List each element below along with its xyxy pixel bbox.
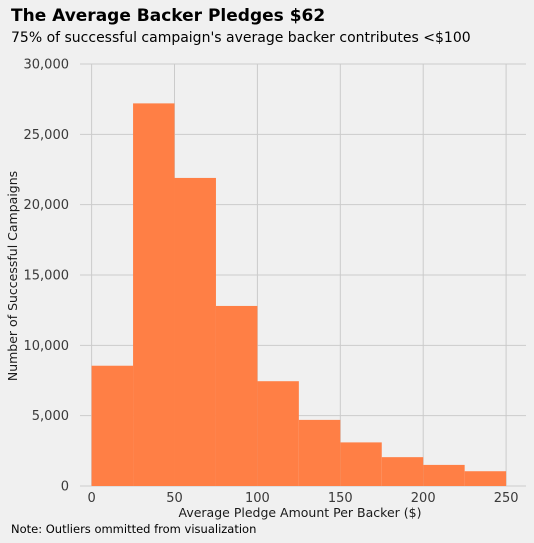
histogram-bar — [257, 381, 299, 486]
footnote: Note: Outliers ommitted from visualizati… — [11, 522, 256, 536]
y-tick-label: 25,000 — [24, 128, 70, 143]
histogram-bar — [381, 457, 424, 486]
x-tick-label: 200 — [411, 491, 436, 506]
chart-subtitle: 75% of successful campaign's average bac… — [11, 30, 471, 46]
y-tick-label: 15,000 — [24, 269, 70, 284]
chart-title: The Average Backer Pledges $62 — [11, 6, 325, 26]
histogram-bar — [215, 305, 258, 486]
y-axis-label: Number of Successful Campaigns — [5, 171, 20, 381]
x-tick-label: 0 — [87, 491, 95, 506]
histogram-bar — [91, 365, 134, 486]
x-tick-label: 50 — [166, 491, 183, 506]
x-axis-ticks: 0 50 100 150 200 250 — [87, 491, 518, 506]
histogram-bar — [298, 419, 341, 486]
histogram-bar — [174, 177, 216, 486]
histogram-bar — [133, 103, 175, 487]
y-tick-label: 0 — [61, 480, 69, 495]
x-axis-label: Average Pledge Amount Per Backer ($) — [179, 505, 422, 520]
x-tick-label: 250 — [494, 491, 519, 506]
histogram-bar — [464, 471, 507, 486]
x-tick-label: 100 — [245, 491, 270, 506]
x-tick-label: 150 — [328, 491, 353, 506]
histogram-bar — [423, 464, 465, 486]
y-tick-label: 30,000 — [24, 58, 70, 73]
y-tick-label: 5,000 — [32, 409, 69, 424]
histogram-bar — [340, 442, 382, 486]
y-axis-ticks: 0 5,000 10,000 15,000 20,000 25,000 30,000 — [24, 58, 70, 495]
histogram-bars — [91, 103, 507, 487]
y-tick-label: 10,000 — [24, 339, 70, 354]
y-tick-label: 20,000 — [24, 198, 70, 213]
